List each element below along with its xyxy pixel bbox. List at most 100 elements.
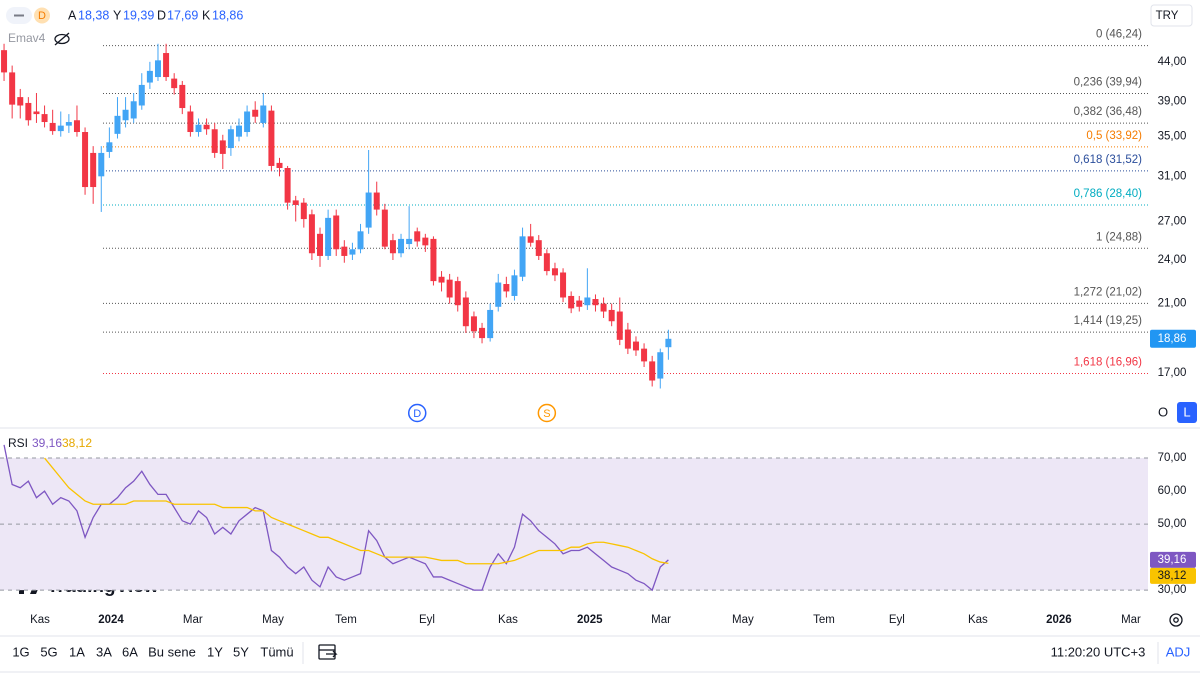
candle-body: [632, 341, 639, 351]
candle-body: [187, 111, 194, 133]
candle-body: [511, 275, 518, 296]
ohlc-key: Y: [113, 8, 122, 22]
fib-label: 0 (46,24): [1096, 29, 1142, 41]
y-tick-label: 44,00: [1158, 56, 1187, 68]
range-button[interactable]: 5G: [40, 644, 57, 659]
fib-label: 0,5 (33,92): [1086, 130, 1142, 142]
fib-label: 1,414 (19,25): [1074, 315, 1143, 327]
event-label: S: [543, 408, 550, 420]
candle-body: [154, 60, 161, 78]
candle-body: [179, 84, 186, 109]
candle-body: [333, 215, 340, 250]
fib-label: 0,236 (39,94): [1074, 77, 1143, 89]
candle-body: [365, 192, 372, 228]
x-tick-label: Tem: [813, 614, 835, 626]
candle-body: [25, 102, 32, 121]
candle-body: [73, 120, 80, 133]
range-button[interactable]: 5Y: [233, 644, 249, 659]
scale-button-bg[interactable]: [1177, 402, 1197, 423]
candle-body: [479, 327, 486, 339]
currency: TRY: [1156, 10, 1179, 22]
rsi-line: [44, 457, 669, 565]
indicator-name[interactable]: Emav4: [8, 31, 46, 45]
x-tick-label: Mar: [1121, 614, 1141, 626]
currency-box[interactable]: [1150, 4, 1193, 27]
fib-label: 1,272 (21,02): [1074, 286, 1143, 298]
legend-value: 38,12: [62, 436, 92, 450]
ohlc-key: D: [157, 8, 166, 22]
candle-body: [414, 231, 421, 242]
candle-body: [600, 303, 607, 312]
rsi-band: [0, 458, 1148, 591]
candle-body: [576, 300, 583, 307]
candle-body: [146, 70, 153, 83]
x-tick-label: Mar: [651, 614, 671, 626]
candle-body: [130, 101, 137, 119]
y-tick-label: 39,00: [1158, 95, 1187, 107]
range-button[interactable]: 1A: [69, 644, 85, 659]
x-tick-label: Eyl: [889, 614, 905, 626]
candle-body: [422, 237, 429, 246]
candle-body: [584, 297, 591, 306]
x-tick-label: 2024: [98, 614, 124, 626]
candle-body: [357, 231, 364, 250]
range-button[interactable]: Tümü: [260, 644, 293, 659]
candle-body: [252, 109, 259, 117]
date-range-icon[interactable]: [318, 644, 338, 660]
candle-body: [430, 238, 437, 282]
rsi-line: [3, 444, 669, 592]
range-button[interactable]: 6A: [122, 644, 138, 659]
candle-body: [1, 50, 8, 73]
candle-body: [398, 238, 405, 254]
candle-body: [381, 209, 388, 247]
candle-body: [211, 129, 218, 153]
candle-body: [649, 361, 656, 381]
candle-body: [292, 200, 299, 205]
range-button[interactable]: Bu sene: [148, 644, 196, 659]
adjust-button[interactable]: ADJ: [1166, 644, 1191, 659]
candle-body: [57, 125, 64, 132]
candle-body: [244, 111, 251, 133]
x-tick-label: Kas: [968, 614, 988, 626]
x-tick-label: Mar: [183, 614, 203, 626]
candle-body: [454, 281, 461, 306]
candle-body: [551, 268, 558, 276]
ohlc-key: A: [68, 8, 77, 22]
candle-body: [317, 233, 324, 256]
candle-body: [90, 152, 97, 188]
value-badge-label: 39,16: [1158, 554, 1187, 566]
range-button[interactable]: 1Y: [207, 644, 223, 659]
candle-body: [406, 238, 413, 245]
candle-body: [308, 214, 315, 254]
candle-body: [114, 115, 121, 134]
hidden-icon[interactable]: [54, 32, 70, 46]
clock[interactable]: 11:20:20 UTC+3: [1051, 644, 1146, 659]
candle-body: [325, 217, 332, 256]
scale-button[interactable]: O: [1158, 404, 1168, 419]
range-button[interactable]: 3A: [96, 644, 112, 659]
fib-label: 0,786 (28,40): [1074, 188, 1143, 200]
candle-body: [641, 348, 648, 362]
candle-body: [195, 124, 202, 133]
range-button[interactable]: 1G: [12, 644, 29, 659]
calendar-icon: [318, 644, 336, 660]
candle-body: [33, 111, 40, 115]
y-tick-label: 30,00: [1158, 584, 1187, 596]
candle-body: [470, 316, 477, 332]
candle-body: [503, 284, 510, 292]
candle-body: [616, 311, 623, 340]
candle-body: [260, 105, 267, 123]
candle-body: [624, 329, 631, 349]
scale-button[interactable]: L: [1183, 404, 1190, 419]
candle-body: [592, 299, 599, 306]
candle-body: [235, 125, 242, 137]
candle-body: [106, 142, 113, 152]
candle-body: [373, 192, 380, 210]
candle-body: [560, 272, 567, 298]
settings-icon[interactable]: [1169, 613, 1183, 627]
last-price-label: 18,86: [1158, 333, 1187, 345]
candle-body: [138, 84, 145, 106]
x-tick-label: May: [262, 614, 284, 626]
